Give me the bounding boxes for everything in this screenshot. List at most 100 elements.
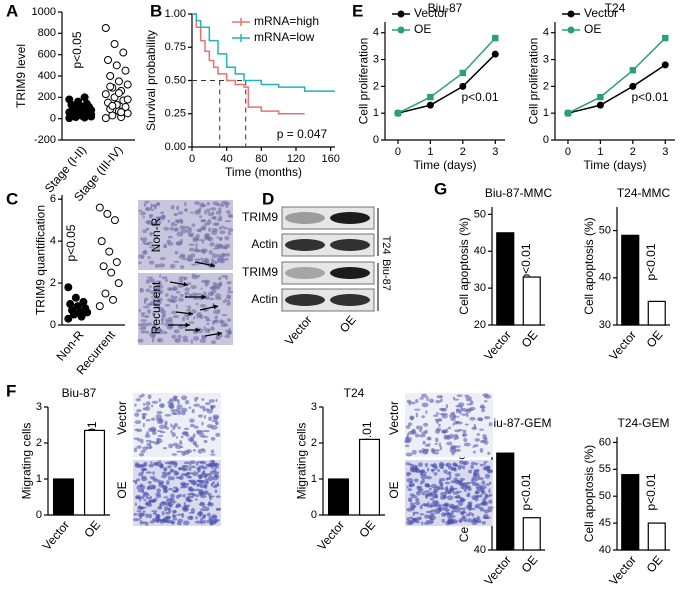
image-texture — [172, 501, 177, 504]
image-texture — [453, 433, 459, 438]
image-texture — [216, 481, 219, 486]
image-texture — [410, 401, 416, 405]
image-texture — [199, 492, 203, 497]
image-texture — [166, 325, 174, 330]
image-texture — [195, 302, 199, 306]
y-tick-label: 1 — [543, 107, 549, 119]
y-tick-label: 800 — [38, 27, 56, 39]
image-texture — [433, 451, 439, 455]
image-texture — [200, 287, 203, 290]
image-texture — [189, 463, 192, 466]
image-texture — [136, 445, 142, 449]
image-texture — [437, 509, 442, 512]
image-texture — [182, 465, 190, 468]
image-texture — [463, 461, 467, 466]
arrow-head — [213, 304, 218, 310]
image-texture — [485, 483, 491, 486]
image-texture — [156, 420, 164, 424]
image-texture — [199, 338, 207, 344]
image-texture — [465, 399, 473, 402]
x-tick-label: 40 — [221, 153, 233, 165]
x-tick-label: 80 — [255, 153, 267, 165]
panel-letter: B — [150, 1, 162, 20]
image-texture — [203, 326, 206, 331]
image-texture — [159, 216, 166, 221]
image-texture — [137, 338, 144, 343]
image-texture — [224, 220, 232, 223]
y-tick-label: 55 — [599, 463, 611, 475]
legend-label: mRNA=high — [254, 14, 319, 28]
image-texture — [409, 484, 416, 487]
image-texture — [175, 504, 182, 508]
image-texture — [463, 442, 471, 447]
image-texture — [447, 519, 454, 524]
image-texture — [147, 481, 152, 484]
image-texture — [139, 287, 145, 293]
image-texture — [479, 428, 484, 431]
image-texture — [456, 421, 463, 425]
y-axis-label: TRIM9 quantification — [34, 205, 48, 315]
x-tick-label: 2 — [460, 146, 466, 158]
image-texture — [141, 314, 145, 317]
image-texture — [204, 209, 207, 215]
image-texture — [421, 478, 425, 484]
image-texture — [205, 319, 211, 322]
image-texture — [457, 501, 464, 507]
image-texture — [187, 232, 195, 235]
image-texture — [474, 474, 481, 479]
y-axis-label: Migrating cells — [20, 423, 34, 500]
image-texture — [147, 394, 152, 400]
image-texture — [142, 305, 150, 309]
image-texture — [446, 441, 453, 446]
image-texture — [176, 513, 183, 516]
image-texture — [172, 476, 175, 481]
image-texture — [171, 432, 176, 438]
arrow-head — [201, 294, 206, 300]
image-texture — [424, 514, 429, 519]
image-texture — [479, 404, 485, 409]
image-texture — [411, 449, 417, 455]
image-texture — [475, 485, 479, 490]
panel-letter: E — [352, 1, 363, 20]
image-texture — [190, 292, 198, 298]
image-texture — [207, 503, 214, 507]
image-texture — [438, 418, 443, 422]
image-texture — [208, 416, 213, 421]
image-texture — [210, 405, 215, 410]
image-texture — [193, 297, 199, 301]
image-texture — [215, 334, 219, 338]
image-texture — [199, 515, 202, 518]
image-texture — [481, 480, 486, 485]
image-texture — [210, 453, 216, 456]
image-texture — [183, 501, 186, 507]
image-texture — [457, 415, 460, 418]
bar — [358, 438, 381, 516]
image-texture — [207, 475, 214, 481]
x-tick-label: 3 — [662, 146, 668, 158]
image-texture — [144, 434, 151, 438]
data-point — [597, 93, 604, 101]
image-texture — [214, 471, 220, 475]
image-texture — [218, 276, 222, 281]
image-texture — [430, 447, 435, 453]
image-texture — [196, 483, 200, 488]
image-texture — [419, 513, 425, 516]
image-texture — [145, 419, 151, 422]
image-texture — [134, 420, 142, 425]
image-texture — [224, 334, 231, 339]
image-texture — [423, 422, 429, 427]
image-texture — [158, 482, 165, 488]
data-point — [106, 72, 115, 80]
image-texture — [170, 461, 175, 466]
image-texture — [145, 220, 151, 224]
image-texture — [479, 447, 484, 453]
image-texture — [415, 497, 420, 502]
legend-label: Vector — [414, 6, 448, 20]
image-texture — [408, 519, 415, 525]
image-texture — [154, 263, 160, 268]
image-texture — [200, 517, 203, 523]
image-texture — [145, 288, 151, 293]
image-texture — [167, 502, 172, 507]
image-texture — [140, 312, 146, 315]
y-tick-label: 0 — [36, 509, 42, 521]
